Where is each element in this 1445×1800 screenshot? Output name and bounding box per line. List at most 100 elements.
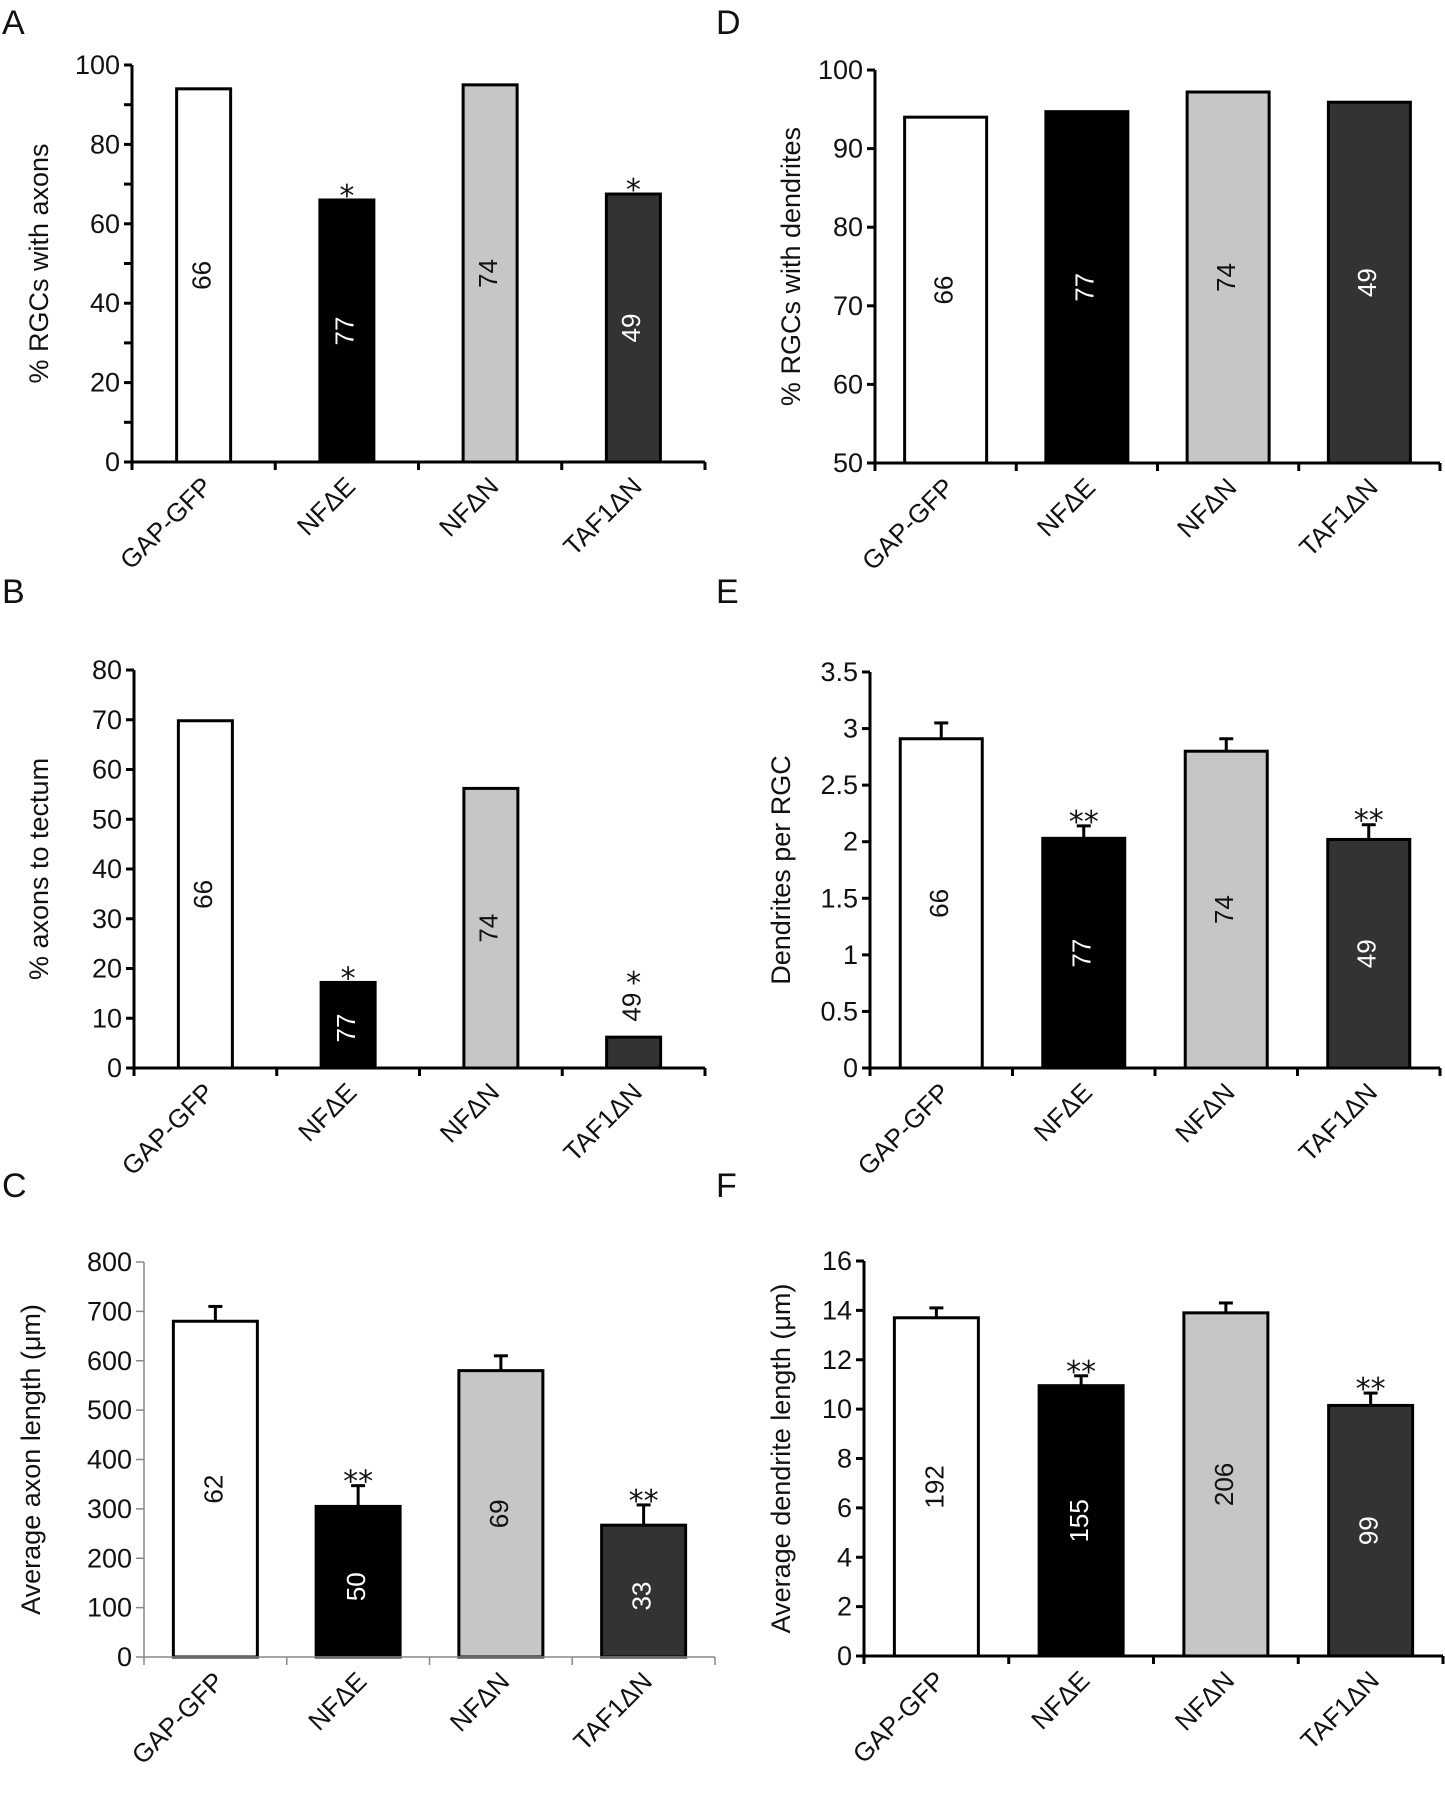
y-tick-label: 80 (92, 655, 122, 685)
n-label: 155 (1064, 1499, 1094, 1542)
x-tick-label: NFΔE (291, 471, 361, 541)
n-label: 74 (474, 914, 504, 943)
y-tick-label: 60 (90, 209, 120, 239)
x-tick-label: TAF1ΔN (1293, 1077, 1383, 1167)
y-tick-label: 200 (87, 1543, 132, 1573)
x-tick-label: GAP-GFP (852, 1077, 956, 1181)
y-tick-label: 3 (843, 714, 858, 744)
panel-c: C Average axon length (μm) 62 GAP-GFP 50 ** NF… (2, 1167, 716, 1770)
significance-marker: ** (629, 1484, 659, 1519)
n-label: 77 (330, 317, 360, 346)
n-label: 74 (1209, 895, 1239, 924)
y-tick-label: 2 (837, 1592, 852, 1622)
y-tick-label: 100 (818, 55, 863, 85)
y-tick-label: 0 (107, 1053, 122, 1083)
y-tick-label: 800 (87, 1247, 132, 1277)
panel-b: B % axons to tectum 66 GAP-GFP 77 * NFΔE 74 NFΔN… (2, 573, 707, 1181)
n-label: 49 (617, 993, 647, 1022)
y-tick-label: 2.5 (820, 770, 858, 800)
significance-marker: ** (1069, 805, 1099, 840)
bar-nfn (1185, 90, 1271, 465)
x-tick-label: NFΔN (433, 471, 504, 542)
y-axis-title: % axons to tectum (24, 758, 54, 980)
significance-marker: * (339, 179, 354, 214)
x-tick-label: NFΔN (444, 1666, 515, 1737)
bar-nfe (319, 980, 377, 1070)
y-tick-label: 80 (90, 129, 120, 159)
y-tick-label: 0 (105, 447, 120, 477)
bar-taf1n (1326, 100, 1412, 465)
bar-taf1n (1326, 837, 1412, 1070)
n-label: 66 (187, 261, 217, 290)
n-label: 33 (627, 1582, 657, 1611)
y-tick-label: 0 (117, 1642, 132, 1672)
y-tick-label: 0 (837, 1641, 852, 1671)
panel-letter: D (716, 4, 741, 42)
x-tick-label: TAF1ΔN (1293, 472, 1383, 562)
significance-marker: * (626, 173, 641, 208)
y-tick-label: 100 (87, 1593, 132, 1623)
bar-gapgfp (176, 719, 234, 1070)
x-tick-label: TAF1ΔN (557, 471, 647, 561)
bar-taf1n (605, 1035, 663, 1070)
y-tick-label: 40 (90, 288, 120, 318)
y-tick-label: 90 (833, 134, 863, 164)
n-label: 49 (1352, 268, 1382, 297)
x-tick-label: NFΔN (1169, 1077, 1240, 1148)
n-label: 99 (1354, 1516, 1384, 1545)
bar-nfn (1183, 749, 1269, 1070)
panel-d: D % RGCs with dendrites 66 GAP-GFP 77 NFΔE 74 N… (716, 4, 1442, 576)
y-tick-label: 8 (837, 1444, 852, 1474)
n-label: 77 (1067, 939, 1097, 968)
y-axis-title: Average axon length (μm) (16, 1304, 46, 1615)
bar-nfe (1044, 110, 1130, 465)
panel-e: E Dendrites per RGC 66 GAP-GFP 77 ** NFΔE 74 NFΔ… (716, 573, 1442, 1181)
n-label: 69 (484, 1499, 514, 1528)
significance-marker: ** (1354, 804, 1384, 839)
n-label: 74 (1211, 263, 1241, 292)
y-tick-label: 3.5 (820, 657, 858, 687)
significance-marker: ** (1356, 1372, 1386, 1407)
y-axis-title: % RGCs with axons (24, 143, 54, 383)
y-tick-label: 20 (90, 368, 120, 398)
y-tick-label: 80 (833, 212, 863, 242)
n-label: 77 (1070, 273, 1100, 302)
y-tick-label: 40 (92, 854, 122, 884)
n-label: 206 (1209, 1463, 1239, 1506)
y-tick-label: 0 (843, 1053, 858, 1083)
n-label: 49 (1352, 939, 1382, 968)
y-tick-label: 400 (87, 1445, 132, 1475)
n-label: 49 (616, 314, 646, 343)
x-tick-label: GAP-GFP (116, 1077, 220, 1181)
y-tick-label: 10 (92, 1003, 122, 1033)
significance-marker: * (626, 966, 641, 1001)
y-axis-title: Average dendrite length (μm) (766, 1284, 796, 1634)
x-tick-label: NFΔN (1169, 1665, 1240, 1736)
y-tick-label: 0.5 (820, 996, 858, 1026)
y-tick-label: 100 (75, 50, 120, 80)
bar-gapgfp (175, 87, 233, 464)
y-tick-label: 50 (833, 448, 863, 478)
panel-letter: F (716, 1167, 737, 1205)
y-tick-label: 300 (87, 1494, 132, 1524)
x-tick-label: NFΔN (1171, 472, 1242, 543)
x-tick-label: NFΔE (1025, 1665, 1095, 1735)
significance-marker: * (341, 961, 356, 996)
y-tick-label: 600 (87, 1346, 132, 1376)
panel-a: A % RGCs with axons 66 GAP-GFP 77 * NFΔE 74 NFΔN… (2, 4, 707, 575)
n-label: 50 (341, 1572, 371, 1601)
bar-gapgfp (903, 115, 989, 465)
bar-nfe (314, 1504, 402, 1659)
x-tick-label: NFΔE (1031, 472, 1101, 542)
y-tick-label: 20 (92, 954, 122, 984)
n-label: 66 (929, 276, 959, 305)
panel-letter: B (2, 573, 25, 611)
y-tick-label: 30 (92, 904, 122, 934)
x-tick-label: GAP-GFP (856, 472, 960, 576)
y-tick-label: 1.5 (820, 883, 858, 913)
y-tick-label: 70 (92, 705, 122, 735)
panel-letter: E (716, 573, 739, 611)
y-tick-label: 16 (822, 1246, 852, 1276)
y-tick-label: 4 (837, 1542, 852, 1572)
x-tick-label: GAP-GFP (847, 1665, 951, 1769)
